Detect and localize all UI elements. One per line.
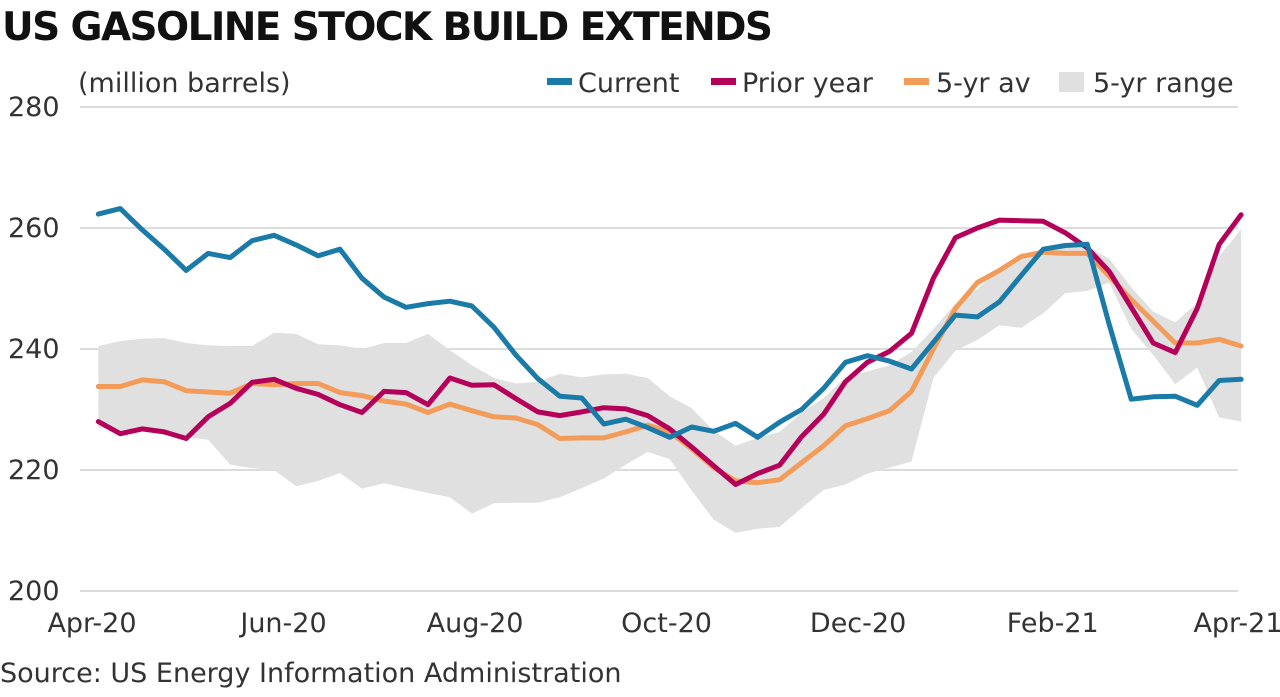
series-lines — [95, 206, 1244, 487]
x-tick-label: Aug-20 — [427, 608, 524, 639]
y-tick-label: 220 — [8, 455, 60, 486]
x-tick-label: Feb-21 — [1007, 608, 1099, 639]
y-tick-label: 200 — [8, 576, 60, 607]
x-tick-label: Oct-20 — [621, 608, 712, 639]
source-note: Source: US Energy Information Administra… — [0, 658, 622, 689]
y-axis-label: (million barrels) — [78, 68, 291, 99]
legend: Current Prior year 5-yr av 5-yr range — [547, 68, 1234, 99]
y-tick-label: 280 — [8, 92, 60, 123]
legend-label-prior-year: Prior year — [742, 68, 874, 99]
x-tick-label: Dec-20 — [810, 608, 906, 639]
chart-title: US GASOLINE STOCK BUILD EXTENDS — [2, 5, 773, 50]
y-tick-label: 240 — [8, 334, 60, 365]
axis-labels: 200 220 240 260 280 (million barrels) Apr-20 Ju… — [8, 68, 1280, 639]
legend-label-current: Current — [578, 68, 679, 99]
legend-label-5-yr-av: 5-yr av — [936, 68, 1031, 99]
legend-swatch-5-yr-av — [904, 78, 929, 85]
y-tick-label: 260 — [8, 213, 60, 244]
x-tick-label: Jun-20 — [238, 608, 326, 639]
legend-swatch-5-yr-range — [1059, 72, 1084, 92]
x-tick-label: Apr-20 — [47, 608, 136, 639]
legend-swatch-current — [547, 78, 572, 85]
x-tick-label: Apr-21 — [1193, 608, 1280, 639]
legend-swatch-prior-year — [711, 78, 736, 85]
series-line-prior-year — [95, 212, 1244, 487]
legend-label-5-yr-range: 5-yr range — [1093, 68, 1234, 99]
series-line-current — [95, 206, 1244, 440]
